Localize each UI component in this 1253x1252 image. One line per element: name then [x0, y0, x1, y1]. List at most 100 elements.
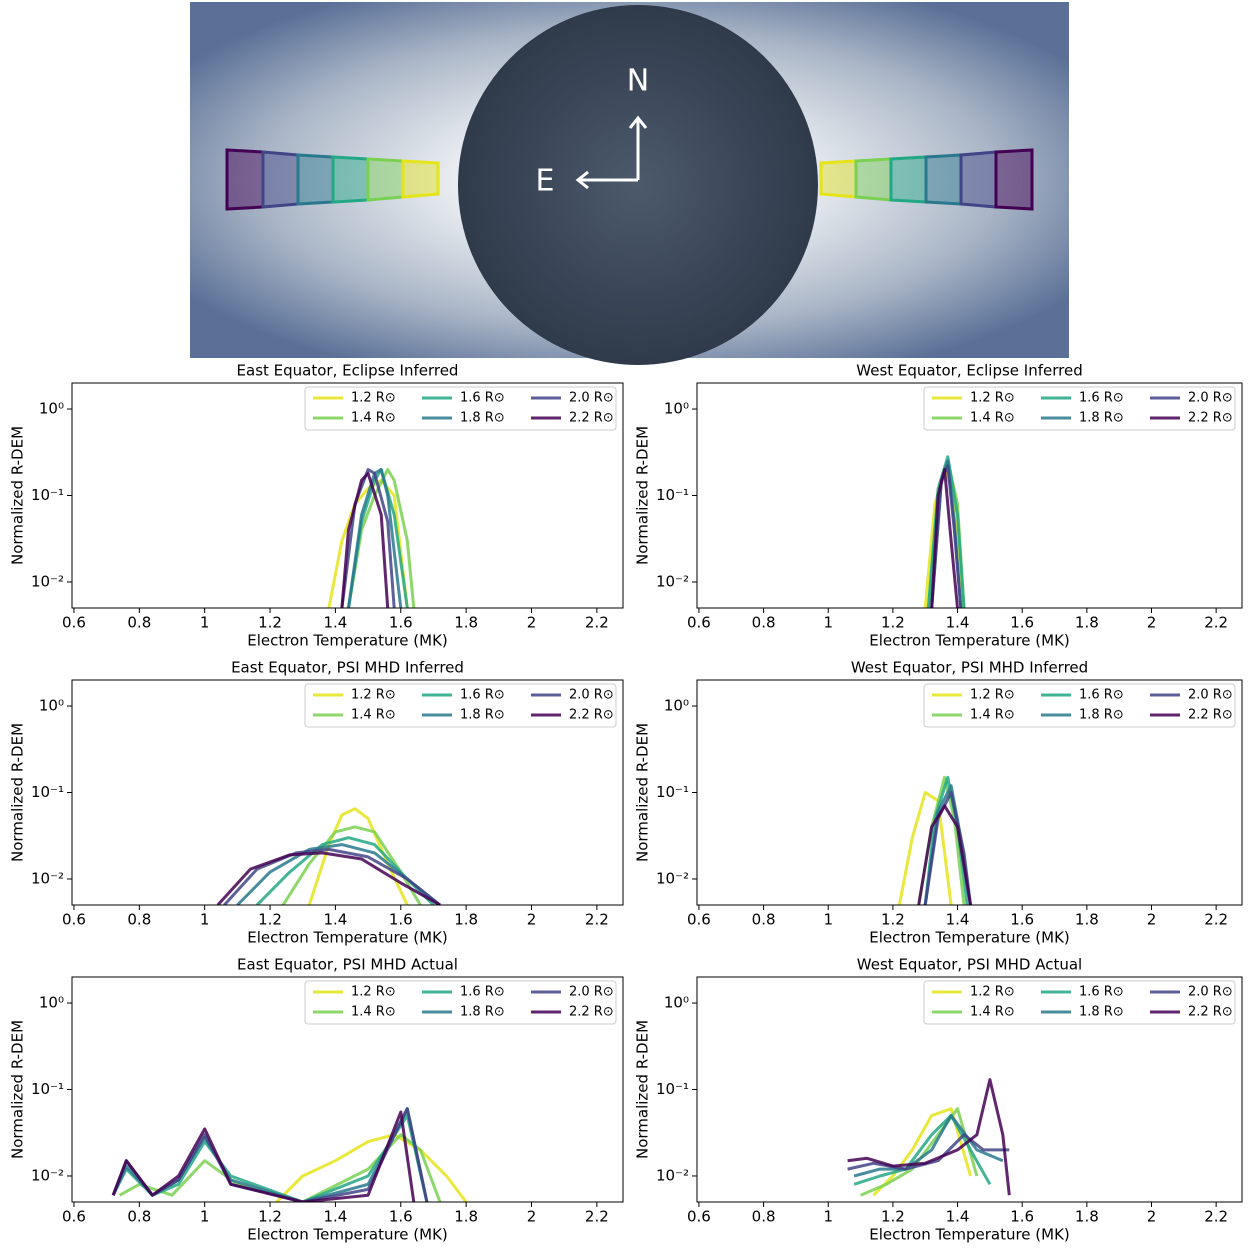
series-line: [223, 847, 441, 905]
x-tick-label: 0.8: [127, 614, 151, 632]
x-tick-label: 1.8: [454, 614, 478, 632]
legend-label: 1.2 R⊙: [351, 391, 396, 406]
legend-label: 1.4 R⊙: [970, 411, 1015, 426]
legend-label: 1.4 R⊙: [351, 708, 396, 723]
west-boxes: [819, 148, 1034, 211]
x-tick-label: 1.8: [1075, 1208, 1099, 1226]
x-tick-label: 1: [823, 614, 833, 632]
legend-label: 1.8 R⊙: [1079, 1005, 1124, 1020]
legend-label: 1.6 R⊙: [1079, 391, 1124, 406]
legend-label: 2.0 R⊙: [569, 985, 614, 1000]
y-tick-label: 10⁰: [664, 697, 689, 715]
x-tick-label: 1.6: [1010, 911, 1034, 929]
x-tick-label: 2: [527, 614, 537, 632]
series-line: [255, 836, 435, 905]
x-tick-label: 1.4: [946, 1208, 970, 1226]
x-tick-label: 1.2: [881, 911, 905, 929]
x-tick-label: 0.6: [62, 614, 86, 632]
x-tick-label: 1.4: [323, 1208, 347, 1226]
compass-arrows: [575, 115, 648, 190]
x-tick-label: 2.2: [1204, 1208, 1228, 1226]
y-tick-label: 10⁻¹: [31, 486, 64, 504]
legend: 1.2 R⊙ 1.4 R⊙ 1.6 R⊙ 1.8 R⊙ 2.0 R⊙ 2.2 R⊙: [304, 386, 617, 431]
series-line: [917, 804, 972, 905]
legend-label: 1.8 R⊙: [1079, 411, 1124, 426]
x-tick-label: 1.6: [1010, 614, 1034, 632]
x-tick-label: 1.2: [258, 911, 282, 929]
x-axis-label: Electron Temperature (MK): [869, 632, 1070, 650]
legend-label: 2.0 R⊙: [1188, 985, 1233, 1000]
chart-title: West Equator, PSI MHD Actual: [857, 956, 1082, 974]
x-tick-label: 1.8: [454, 1208, 478, 1226]
subplot: 0.6 0.8 1 1.2 1.4 1.6 1.8 2 2.2 10⁰ 10⁻¹ 10⁻² East E…: [9, 956, 624, 1244]
legend-label: 2.2 R⊙: [1188, 708, 1233, 723]
x-tick-label: 0.8: [752, 911, 776, 929]
legend: 1.2 R⊙ 1.4 R⊙ 1.6 R⊙ 1.8 R⊙ 2.0 R⊙ 2.2 R⊙: [304, 980, 617, 1025]
chart-title: West Equator, Eclipse Inferred: [856, 362, 1082, 380]
y-tick-label: 10⁰: [664, 994, 689, 1012]
x-tick-label: 0.8: [752, 1208, 776, 1226]
y-tick-label: 10⁻¹: [31, 1080, 64, 1098]
x-axis-label: Electron Temperature (MK): [869, 1226, 1070, 1244]
series-line: [118, 1133, 442, 1202]
y-tick-label: 10⁻²: [31, 869, 64, 887]
east-label: E: [536, 164, 555, 199]
x-axis-label: Electron Temperature (MK): [247, 1226, 448, 1244]
x-tick-label: 1.4: [946, 911, 970, 929]
y-tick-label: 10⁻²: [31, 1166, 64, 1184]
series-line: [860, 1107, 979, 1197]
legend-label: 1.4 R⊙: [351, 1005, 396, 1020]
x-tick-label: 0.6: [687, 614, 711, 632]
x-tick-label: 1.2: [258, 1208, 282, 1226]
x-tick-label: 2: [527, 1208, 537, 1226]
x-tick-label: 2: [1147, 614, 1157, 632]
legend-label: 1.2 R⊙: [970, 688, 1015, 703]
x-tick-label: 1.6: [389, 911, 413, 929]
x-tick-label: 1: [200, 911, 210, 929]
x-tick-label: 0.6: [687, 911, 711, 929]
subplot: 0.6 0.8 1 1.2 1.4 1.6 1.8 2 2.2 10⁰ 10⁻¹ 10⁻² West E…: [634, 956, 1243, 1244]
legend-label: 1.2 R⊙: [970, 985, 1015, 1000]
plot-area: [216, 807, 441, 905]
y-tick-label: 10⁻²: [656, 572, 689, 590]
legend-label: 1.2 R⊙: [351, 985, 396, 1000]
x-tick-label: 1: [200, 614, 210, 632]
legend: 1.2 R⊙ 1.4 R⊙ 1.6 R⊙ 1.8 R⊙ 2.0 R⊙ 2.2 R⊙: [304, 683, 617, 728]
legend-label: 1.6 R⊙: [460, 688, 505, 703]
x-axis-label: Electron Temperature (MK): [247, 929, 448, 947]
legend-label: 2.2 R⊙: [569, 411, 614, 426]
legend: 1.2 R⊙ 1.4 R⊙ 1.6 R⊙ 1.8 R⊙ 2.0 R⊙ 2.2 R⊙: [923, 683, 1236, 728]
series-line: [111, 1110, 416, 1202]
legend-label: 1.6 R⊙: [460, 391, 505, 406]
legend-label: 1.2 R⊙: [351, 688, 396, 703]
legend-label: 2.0 R⊙: [569, 391, 614, 406]
plot-area: [923, 455, 966, 608]
legend-label: 2.0 R⊙: [1188, 391, 1233, 406]
series-line: [275, 1133, 468, 1202]
x-tick-label: 1.4: [323, 911, 347, 929]
series-line: [930, 468, 959, 608]
x-tick-label: 2.2: [585, 1208, 609, 1226]
x-tick-label: 1.2: [881, 1208, 905, 1226]
x-tick-label: 1.8: [454, 911, 478, 929]
x-axis-label: Electron Temperature (MK): [869, 929, 1070, 947]
chart-title: East Equator, Eclipse Inferred: [237, 362, 459, 380]
chart-title: East Equator, PSI MHD Inferred: [231, 659, 464, 677]
x-tick-label: 0.6: [687, 1208, 711, 1226]
x-tick-label: 1: [200, 1208, 210, 1226]
legend-label: 1.6 R⊙: [460, 985, 505, 1000]
x-tick-label: 0.8: [752, 614, 776, 632]
series-line: [347, 468, 403, 608]
y-axis-label: Normalized R-DEM: [634, 723, 652, 862]
x-tick-label: 0.6: [62, 911, 86, 929]
plot-area: [847, 1078, 1011, 1197]
x-tick-label: 2: [1147, 1208, 1157, 1226]
legend-label: 1.8 R⊙: [460, 411, 505, 426]
series-line: [853, 1114, 992, 1186]
legend-label: 1.6 R⊙: [1079, 985, 1124, 1000]
y-tick-label: 10⁰: [39, 400, 64, 418]
x-tick-label: 1.4: [323, 614, 347, 632]
y-axis-label: Normalized R-DEM: [9, 426, 27, 565]
x-tick-label: 1.4: [946, 614, 970, 632]
